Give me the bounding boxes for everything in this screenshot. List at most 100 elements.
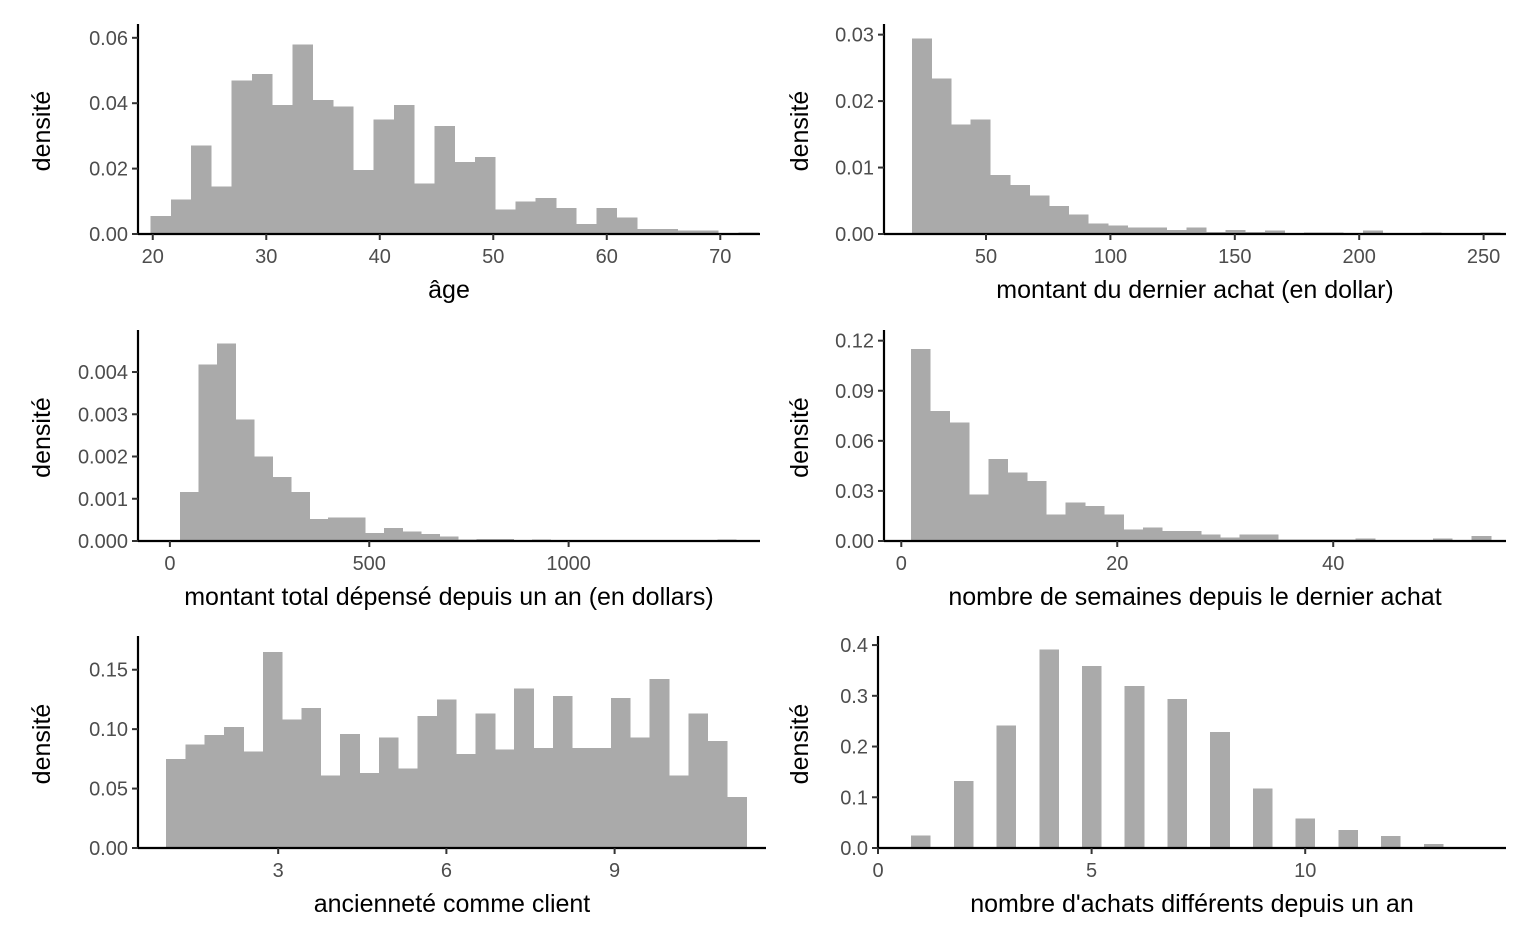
histogram-bar — [515, 201, 537, 234]
histogram-bar — [456, 754, 476, 848]
histogram-bar — [1167, 698, 1188, 848]
histogram-bar — [953, 781, 974, 848]
histogram-bar — [1049, 206, 1070, 234]
histogram-bar — [572, 748, 593, 848]
histogram-bar — [1181, 530, 1202, 541]
histogram-bar — [990, 174, 1011, 234]
x-axis-title: âge — [428, 276, 470, 304]
histogram-bar — [1252, 788, 1273, 848]
histogram-bar — [359, 773, 380, 848]
histogram-bar — [514, 688, 534, 848]
histogram-bar — [1295, 818, 1316, 848]
histogram-bar — [185, 744, 206, 848]
histogram-bar — [657, 229, 678, 234]
histogram-bar — [596, 207, 618, 234]
histogram-bar — [1142, 527, 1163, 541]
histogram-bar — [1029, 195, 1050, 234]
x-tick-label: 40 — [1322, 553, 1344, 575]
y-tick-label: 0.00 — [835, 531, 874, 553]
histogram-bar — [170, 199, 192, 234]
y-tick-label: 0.3 — [840, 686, 868, 708]
histogram-bar — [533, 748, 554, 848]
y-axis-title: densité — [786, 397, 814, 478]
histogram-bar — [1124, 686, 1145, 848]
histogram-bar — [254, 456, 273, 541]
y-tick-label: 0.06 — [835, 431, 874, 453]
histogram-bar — [166, 758, 186, 848]
x-tick-label: 20 — [142, 246, 164, 268]
histogram-bar — [262, 651, 283, 848]
histogram-bar — [911, 835, 931, 848]
histogram-bar — [616, 217, 638, 234]
histogram-bar — [417, 716, 438, 848]
x-axis-title: ancienneté comme client — [314, 890, 591, 918]
histogram-bar — [204, 735, 225, 848]
histogram-bar — [414, 183, 435, 234]
y-tick-label: 0.2 — [840, 737, 868, 759]
x-tick-label: 70 — [709, 246, 731, 268]
x-tick-label: 40 — [369, 246, 391, 268]
histogram-bar — [911, 38, 932, 234]
histogram-bar — [211, 186, 232, 234]
y-tick-label: 0.06 — [89, 28, 128, 50]
histogram-bar — [1147, 227, 1168, 234]
x-tick-label: 20 — [1106, 553, 1128, 575]
histogram-bar — [494, 749, 515, 848]
histogram-bar — [1127, 227, 1148, 234]
histogram-bar — [555, 207, 577, 234]
chart-panel-5: 0.00 0.05 0.10 0.15 3 6 9 ancienneté comme clie… — [28, 636, 766, 918]
histogram-bar — [1355, 538, 1376, 541]
y-tick-label: 0.00 — [835, 224, 874, 246]
histogram-bar — [1471, 535, 1492, 541]
histogram-bar — [420, 533, 440, 541]
histogram-bar — [402, 531, 422, 541]
y-tick-label: 0.1 — [840, 787, 868, 809]
histogram-bar — [677, 230, 699, 234]
y-tick-label: 0.09 — [835, 381, 874, 403]
y-tick-label: 0.10 — [89, 719, 128, 741]
x-tick-label: 30 — [255, 246, 277, 268]
chart-panel-6: 0.0 0.1 0.2 0.3 0.4 0 5 10 nombre d'achats diffé… — [786, 635, 1506, 918]
chart-panel-3: 0.000 0.001 0.002 0.003 0.004 0 500 1000 montant… — [28, 330, 760, 611]
histogram-bar — [365, 532, 385, 541]
histogram-bar — [591, 748, 612, 848]
histogram-bar — [1162, 530, 1183, 541]
histogram-bar — [951, 124, 972, 234]
x-tick-label: 100 — [1094, 246, 1127, 268]
x-tick-label: 500 — [353, 553, 386, 575]
y-tick-label: 0.15 — [89, 660, 128, 682]
histogram-bar — [1068, 214, 1089, 234]
histogram-bar — [251, 73, 273, 234]
histogram-bar — [610, 698, 631, 848]
x-tick-label: 3 — [273, 860, 284, 882]
histogram-bar — [552, 695, 573, 848]
y-tick-label: 0.01 — [835, 158, 874, 180]
y-tick-label: 0.000 — [78, 531, 128, 553]
histogram-bar — [637, 229, 658, 234]
histogram-bar — [1007, 472, 1028, 541]
histogram-bar — [535, 198, 557, 234]
histogram-bar — [1239, 534, 1260, 541]
y-tick-label: 0.02 — [89, 159, 128, 181]
histogram-bar — [328, 517, 348, 541]
chart-panel-2: 0.00 0.01 0.02 0.03 50 100 150 200 250 montant du… — [786, 24, 1506, 304]
histogram-bar — [630, 737, 651, 848]
histogram-bar — [272, 104, 293, 234]
histogram-bar — [688, 713, 709, 848]
y-tick-label: 0.4 — [840, 635, 868, 657]
histogram-bar — [198, 364, 218, 541]
y-tick-label: 0.00 — [89, 838, 128, 860]
histogram-bar — [930, 410, 951, 541]
x-axis-title: nombre d'achats différents depuis un an — [970, 890, 1414, 918]
y-tick-label: 0.12 — [835, 331, 874, 353]
x-tick-label: 6 — [441, 860, 452, 882]
chart-panel-4: 0.00 0.03 0.06 0.09 0.12 0 20 40 nombre de semai… — [786, 330, 1506, 611]
y-tick-label: 0.0 — [840, 838, 868, 860]
x-tick-label: 250 — [1467, 246, 1500, 268]
histogram-bar — [393, 104, 415, 234]
histogram-bar — [1200, 534, 1221, 541]
histogram-bar — [309, 519, 329, 541]
histogram-bar — [301, 707, 322, 848]
y-tick-label: 0.02 — [835, 91, 874, 113]
